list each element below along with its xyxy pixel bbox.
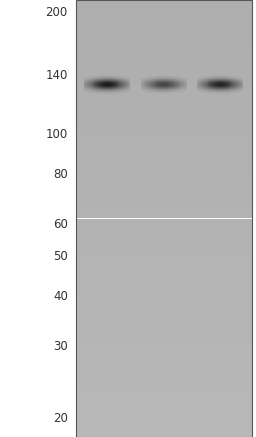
Bar <box>76 382 252 388</box>
Bar <box>76 246 252 251</box>
Bar <box>76 273 252 279</box>
Bar <box>76 175 252 180</box>
Bar <box>76 147 252 153</box>
Bar <box>76 33 252 38</box>
Bar <box>76 420 252 426</box>
Bar <box>76 229 252 235</box>
Bar <box>76 300 252 306</box>
Bar <box>76 93 252 98</box>
Bar <box>76 27 252 33</box>
Bar <box>76 295 252 300</box>
Bar <box>76 262 252 267</box>
Bar <box>76 104 252 109</box>
Bar <box>76 410 252 415</box>
Bar <box>76 186 252 191</box>
Bar <box>76 218 252 224</box>
Bar <box>76 426 252 431</box>
Bar <box>76 377 252 382</box>
Bar <box>76 136 252 142</box>
Bar <box>76 66 252 71</box>
Bar <box>76 131 252 137</box>
Text: 200: 200 <box>46 6 68 19</box>
Bar <box>76 153 252 158</box>
Bar <box>76 284 252 289</box>
Bar <box>76 82 252 87</box>
Bar <box>76 251 252 257</box>
Text: 80: 80 <box>53 168 68 180</box>
Bar <box>76 344 252 350</box>
Bar <box>76 306 252 311</box>
Bar <box>76 126 252 131</box>
Bar <box>76 339 252 344</box>
Bar <box>76 393 252 399</box>
Bar <box>76 431 252 437</box>
Bar <box>76 208 252 213</box>
Text: 100: 100 <box>46 128 68 141</box>
Bar <box>76 388 252 393</box>
Text: 40: 40 <box>53 290 68 303</box>
Bar <box>76 76 252 82</box>
Bar <box>76 115 252 120</box>
Bar <box>76 361 252 366</box>
Bar <box>76 49 252 55</box>
Bar <box>76 399 252 404</box>
Text: 140: 140 <box>46 69 68 82</box>
Bar <box>76 240 252 246</box>
Bar <box>76 333 252 339</box>
Bar <box>76 317 252 322</box>
Bar <box>76 0 252 437</box>
Bar <box>76 197 252 202</box>
Bar <box>76 235 252 240</box>
Bar <box>76 120 252 126</box>
Bar <box>76 213 252 218</box>
Bar <box>76 328 252 333</box>
Bar <box>76 38 252 44</box>
Bar <box>76 0 252 5</box>
Bar <box>76 11 252 16</box>
Bar <box>76 71 252 76</box>
Bar <box>76 322 252 328</box>
Bar <box>76 311 252 317</box>
Bar <box>76 366 252 371</box>
Bar <box>76 158 252 164</box>
Bar <box>76 279 252 284</box>
Bar <box>76 202 252 208</box>
Bar <box>76 17 252 22</box>
Bar <box>76 350 252 355</box>
Text: 50: 50 <box>53 250 68 264</box>
Bar <box>76 98 252 104</box>
Bar <box>76 355 252 361</box>
Bar <box>76 180 252 186</box>
Text: 30: 30 <box>53 340 68 354</box>
Bar <box>76 164 252 170</box>
Bar <box>76 169 252 175</box>
Bar <box>76 44 252 49</box>
Bar <box>76 87 252 93</box>
Bar <box>76 22 252 28</box>
Bar <box>76 257 252 262</box>
Bar <box>76 142 252 148</box>
Bar <box>76 289 252 295</box>
Bar <box>76 55 252 60</box>
Bar <box>76 191 252 197</box>
Text: 20: 20 <box>53 412 68 425</box>
Text: 60: 60 <box>53 218 68 231</box>
Bar <box>76 224 252 229</box>
Bar <box>76 109 252 114</box>
Bar <box>76 404 252 409</box>
Bar <box>76 6 252 11</box>
Bar <box>76 60 252 66</box>
Bar <box>76 267 252 273</box>
Bar <box>76 415 252 420</box>
Bar <box>76 371 252 377</box>
